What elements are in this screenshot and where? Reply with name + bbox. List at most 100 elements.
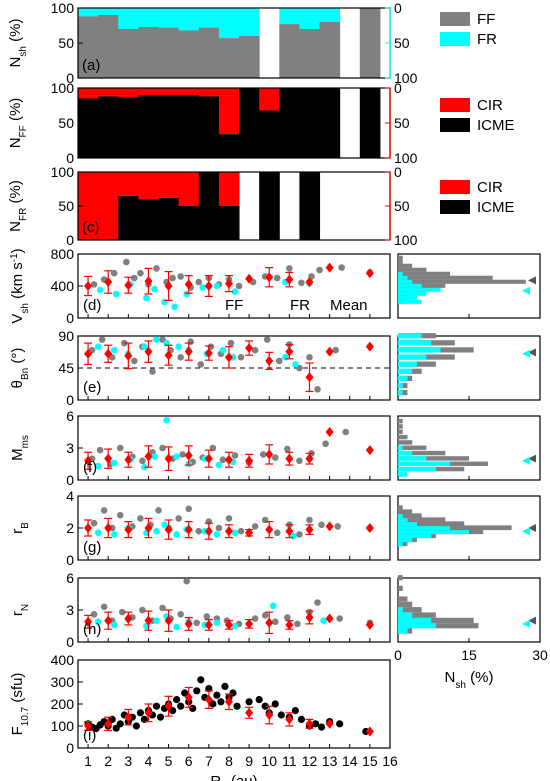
point-mean	[325, 346, 334, 357]
hist-bar-FF	[398, 521, 465, 527]
point-FR	[173, 623, 180, 631]
bar-FF-7	[198, 27, 220, 79]
legend-label-ICME: ICME	[477, 199, 515, 216]
point-mean	[285, 526, 294, 537]
point-F107	[189, 704, 197, 713]
y-tick-label: 6	[66, 408, 74, 424]
point-FR	[163, 416, 170, 424]
ylabel: Nsh (%)	[7, 19, 29, 68]
right-tick-label: 100	[394, 150, 418, 166]
scatter-legend-Mean: Mean	[330, 297, 368, 314]
bar-CIR-7	[198, 88, 220, 97]
bar-FR-6	[178, 8, 200, 31]
bar-FF-13	[319, 22, 341, 78]
x-tick-label: 11	[282, 753, 297, 769]
point-F107	[336, 720, 344, 728]
point-FF	[139, 606, 146, 614]
point-FF	[225, 515, 233, 522]
bar-CIR-6	[178, 172, 200, 206]
x-tick-label: 5	[165, 753, 173, 769]
bar-FR-9	[239, 8, 260, 36]
point-F107	[261, 702, 269, 710]
point-FF	[203, 613, 211, 620]
point-FR	[94, 618, 102, 626]
point-mean	[164, 615, 173, 626]
bar-ICME-12	[299, 88, 321, 158]
point-F107	[317, 723, 326, 731]
bar-FR-3	[118, 8, 139, 29]
bar-ICME-2	[98, 96, 119, 158]
point-mean	[124, 280, 133, 291]
hist-x-tick-label: 30	[532, 647, 548, 663]
point-FF	[231, 452, 239, 459]
bar-CIR-8	[218, 172, 240, 206]
point-FF	[118, 608, 126, 616]
legend-label-FR: FR	[477, 31, 497, 48]
point-mean	[84, 721, 93, 731]
hist-bar-FF	[398, 418, 403, 424]
point-mean	[204, 619, 213, 630]
point-FF	[306, 516, 313, 524]
ylabel: NFF (%)	[7, 98, 29, 149]
hist-bar-FR	[398, 461, 451, 466]
bar-CIR-1	[78, 88, 99, 99]
hist-bar-FR	[398, 456, 427, 461]
bar-CIR-6	[178, 88, 200, 95]
point-mean	[104, 718, 113, 729]
bar-FF-6	[178, 30, 200, 78]
bar-CIR-3	[118, 88, 139, 98]
hist-bar-FR	[398, 517, 408, 523]
hist-bar-FR	[398, 537, 413, 543]
hist-bar-FF	[398, 612, 436, 618]
point-mean	[184, 279, 193, 290]
x-tick-label: 10	[261, 753, 277, 769]
hist-bar-FR	[398, 521, 417, 527]
point-F107	[229, 689, 237, 697]
y-tick-label: 3	[66, 440, 74, 456]
point-FR	[110, 621, 118, 629]
point-FF	[237, 527, 245, 535]
x-tick-label: 1	[84, 753, 92, 769]
point-FR	[269, 602, 277, 610]
point-mean	[204, 694, 213, 705]
ylabel: Vsh (km s-1)	[9, 248, 31, 323]
bar-FR-5	[158, 8, 180, 28]
bar-ICME-11	[279, 88, 300, 158]
ylabel: NFR (%)	[7, 180, 29, 232]
point-mean	[325, 427, 334, 437]
panel-frame	[77, 495, 391, 561]
point-mean	[305, 524, 314, 535]
panel-label: (e)	[83, 379, 101, 396]
right-tick-label: 100	[394, 70, 418, 86]
y-tick-label: 90	[58, 328, 74, 344]
y-tick-label: 4	[66, 488, 74, 504]
point-FF	[159, 444, 166, 452]
point-F107	[209, 700, 217, 708]
point-FF	[271, 454, 279, 461]
panel-label: (h)	[83, 621, 101, 638]
point-FF	[90, 519, 98, 527]
left-tick-label: 0	[66, 232, 74, 248]
point-FF	[131, 357, 138, 365]
hist-mean-FR	[522, 349, 530, 358]
scatter-legend-FR: FR	[290, 297, 310, 314]
point-mean	[245, 343, 254, 354]
right-tick-label: 50	[394, 115, 410, 131]
point-FF	[342, 428, 350, 436]
histogram-panels: 0 15 30 Nsh (%)	[394, 253, 548, 691]
point-mean	[84, 523, 93, 533]
point-FR	[96, 286, 104, 294]
point-FF	[314, 599, 321, 606]
point-FR	[110, 459, 118, 467]
point-mean	[224, 352, 233, 363]
point-FF	[251, 523, 259, 530]
point-mean	[265, 449, 274, 460]
point-FF	[251, 615, 259, 622]
bar-ICME-6	[178, 95, 200, 158]
x-tick-label: 7	[205, 753, 213, 769]
bar-FF-11	[279, 24, 300, 79]
point-mean	[144, 346, 153, 357]
right-tick-label: 0	[394, 80, 402, 96]
hist-mean-FF	[528, 276, 536, 285]
